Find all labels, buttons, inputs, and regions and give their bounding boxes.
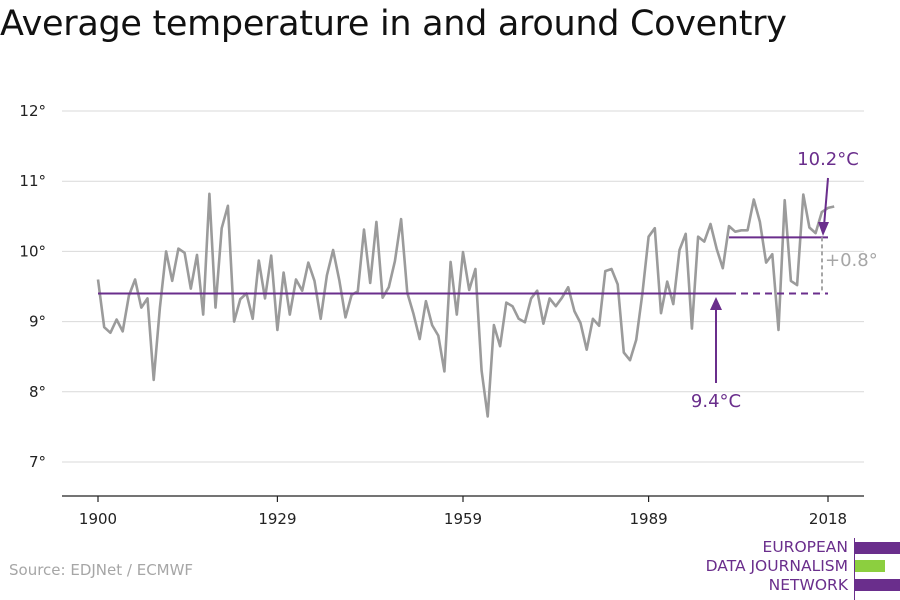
x-tick-label: 2018 — [809, 510, 847, 528]
logo-bar-purple-top — [854, 542, 900, 554]
source-credit: Source: EDJNet / ECMWF — [9, 561, 194, 579]
annotation-baseline-arrowhead — [710, 297, 722, 310]
edjnet-logo: EUROPEAN DATA JOURNALISM NETWORK — [705, 538, 900, 600]
baseline-layer — [98, 236, 828, 295]
y-tick-label: 12° — [19, 102, 46, 120]
x-tick-label: 1959 — [444, 510, 482, 528]
chart-title: Average temperature in and around Covent… — [0, 4, 787, 44]
annotation-baseline-average: 9.4°C — [691, 391, 741, 412]
logo-line-data-journalism: DATA JOURNALISM — [705, 557, 848, 575]
x-axis-labels: 1900 1929 1959 1989 2018 — [79, 510, 847, 528]
y-tick-label: 7° — [29, 453, 46, 471]
logo-line-european: EUROPEAN — [762, 538, 848, 556]
grid-lines — [62, 110, 864, 463]
annotation-recent-average: 10.2°C — [797, 149, 859, 170]
x-tick-label: 1929 — [258, 510, 296, 528]
annotation-recent-arrow — [823, 177, 829, 227]
annotations: 10.2°C 9.4°C +0.8° — [691, 149, 878, 412]
x-tick-label: 1900 — [79, 510, 117, 528]
temperature-series-line — [96, 192, 835, 418]
annotation-recent-arrowhead — [818, 222, 829, 236]
series-layer — [96, 192, 835, 418]
y-tick-label: 9° — [29, 313, 46, 331]
logo-bar-green — [854, 560, 885, 572]
logo-divider — [854, 538, 855, 600]
x-tick-label: 1989 — [629, 510, 667, 528]
x-axis — [62, 495, 864, 502]
logo-line-network: NETWORK — [768, 576, 848, 594]
y-tick-label: 10° — [19, 242, 46, 260]
annotation-difference: +0.8° — [825, 250, 878, 271]
y-axis-labels: 7° 8° 9° 10° 11° 12° — [19, 102, 46, 471]
y-tick-label: 8° — [29, 383, 46, 401]
y-tick-label: 11° — [19, 172, 46, 190]
logo-bar-purple-bottom — [854, 579, 900, 591]
